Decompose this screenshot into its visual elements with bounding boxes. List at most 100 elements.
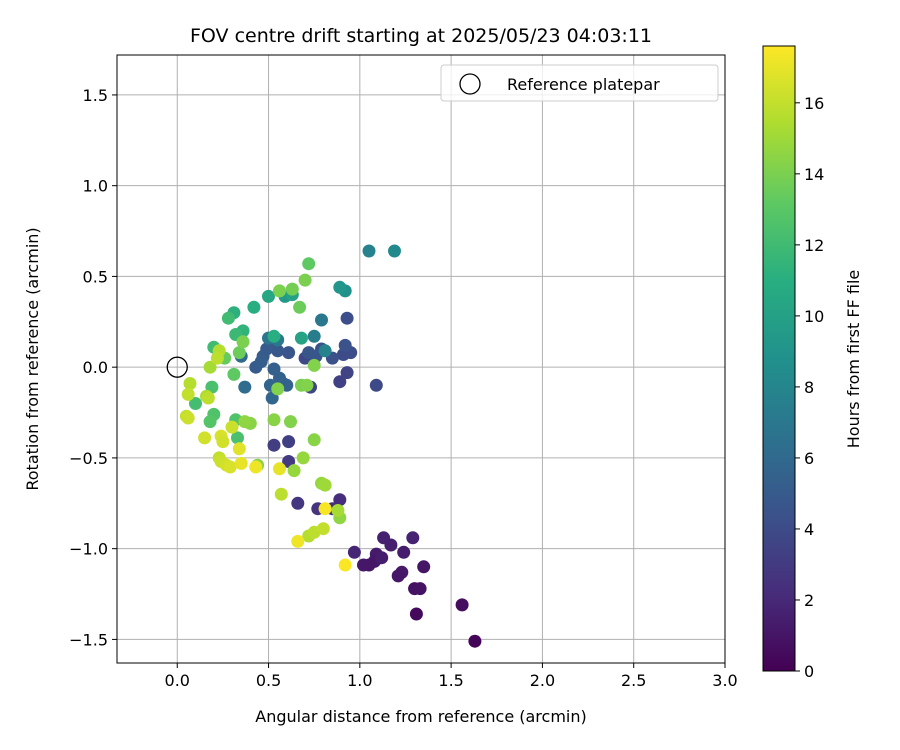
scatter-point (223, 460, 237, 474)
scatter-point (201, 391, 215, 405)
scatter-point (238, 415, 252, 429)
scatter-point (369, 378, 383, 392)
y-tick-label: 1.5 (83, 86, 108, 105)
scatter-point (282, 435, 296, 449)
scatter-point (198, 431, 212, 445)
x-axis-label: Angular distance from reference (arcmin) (255, 707, 586, 726)
colorbar-tick-label: 0 (804, 662, 814, 681)
colorbar: 0 2 4 6 8 10 12 14 16 Hours from first FF file (762, 45, 863, 681)
scatter-point (249, 460, 263, 474)
scatter-point (210, 351, 224, 365)
scatter-point (455, 598, 469, 612)
colorbar-ticks: 0 2 4 6 8 10 12 14 16 (795, 94, 824, 681)
scatter-point (216, 435, 230, 449)
scatter-point (203, 415, 217, 429)
colorbar-tick-label: 10 (804, 307, 824, 326)
scatter-point (338, 558, 352, 572)
scatter-point (307, 329, 321, 343)
scatter-point (291, 534, 305, 548)
scatter-point (397, 545, 411, 559)
scatter-point (274, 487, 288, 501)
scatter-point (357, 558, 370, 572)
scatter-point (388, 244, 401, 258)
colorbar-tick-label: 16 (804, 94, 824, 113)
scatter-point (296, 451, 310, 465)
scatter-point (291, 496, 305, 510)
scatter-point (287, 464, 301, 478)
scatter-point (300, 378, 314, 392)
scatter-point (271, 382, 285, 396)
scatter-point (234, 456, 248, 470)
scatter-point (333, 280, 347, 294)
scatter-point (413, 582, 427, 596)
y-axis-label: Rotation from reference (arcmin) (23, 227, 42, 490)
scatter-point (307, 433, 321, 447)
scatter-point (181, 387, 195, 401)
scatter-point (409, 607, 423, 621)
scatter-point (231, 431, 244, 445)
scatter-point (340, 366, 354, 380)
scatter-point (203, 360, 217, 374)
y-tick-label: −0.5 (69, 449, 108, 468)
scatter-point (227, 367, 241, 381)
scatter-point (273, 284, 286, 298)
scatter-point (375, 551, 389, 565)
scatter-point (333, 375, 347, 389)
colorbar-label: Hours from first FF file (844, 270, 863, 449)
scatter-point (315, 313, 328, 327)
scatter-point (238, 380, 252, 394)
scatter-point (236, 335, 250, 349)
scatter-point (362, 244, 376, 258)
colorbar-tick-label: 12 (804, 236, 824, 255)
colorbar-tick-label: 14 (804, 165, 824, 184)
colorbar-tick-label: 6 (804, 449, 814, 468)
y-axis-ticks: −1.5 −1.0 −0.5 0.0 0.5 1.0 1.5 (69, 86, 117, 649)
scatter-point (232, 442, 246, 456)
colorbar-gradient (762, 45, 796, 672)
data-points (166, 244, 482, 648)
legend: Reference platepar (440, 64, 719, 102)
colorbar-tick-label: 4 (804, 520, 814, 539)
scatter-point (225, 420, 239, 434)
scatter-point (302, 257, 316, 271)
x-axis-ticks: 0.0 0.5 1.0 1.5 2.0 2.5 3.0 (165, 663, 738, 690)
scatter-point (377, 531, 391, 545)
scatter-point (293, 300, 307, 314)
scatter-point (338, 338, 352, 352)
scatter-point (302, 346, 316, 360)
scatter-point (298, 273, 312, 287)
scatter-point (318, 478, 332, 492)
scatter-point (406, 531, 420, 545)
scatter-point (284, 415, 297, 429)
scatter-point (285, 282, 299, 296)
scatter-point (183, 377, 197, 390)
scatter-point (189, 397, 202, 410)
x-tick-label: 1.0 (347, 671, 372, 690)
legend-label-reference: Reference platepar (507, 75, 660, 94)
scatter-point (294, 331, 308, 345)
scatter-point (333, 493, 347, 507)
scatter-point (247, 300, 261, 314)
x-tick-label: 0.0 (165, 671, 190, 690)
scatter-point (318, 502, 332, 516)
scatter-point (468, 634, 482, 648)
scatter-point (273, 462, 286, 476)
scatter-point (221, 311, 235, 325)
scatter-point (417, 560, 431, 574)
colorbar-tick-label: 2 (804, 591, 814, 610)
scatter-point (262, 289, 275, 303)
chart-title: FOV centre drift starting at 2025/05/23 … (190, 25, 652, 47)
y-tick-label: 0.0 (83, 358, 108, 377)
legend-box (440, 64, 719, 102)
y-tick-label: 1.0 (83, 177, 108, 196)
scatter-point (282, 346, 296, 360)
x-tick-label: 3.0 (712, 671, 737, 690)
y-tick-label: −1.0 (69, 540, 108, 559)
scatter-point (316, 522, 330, 536)
scatter-point (340, 311, 354, 325)
reference-platepar-marker (166, 356, 188, 378)
x-tick-label: 2.5 (621, 671, 646, 690)
scatter-point (391, 569, 405, 583)
scatter-point (318, 344, 332, 358)
